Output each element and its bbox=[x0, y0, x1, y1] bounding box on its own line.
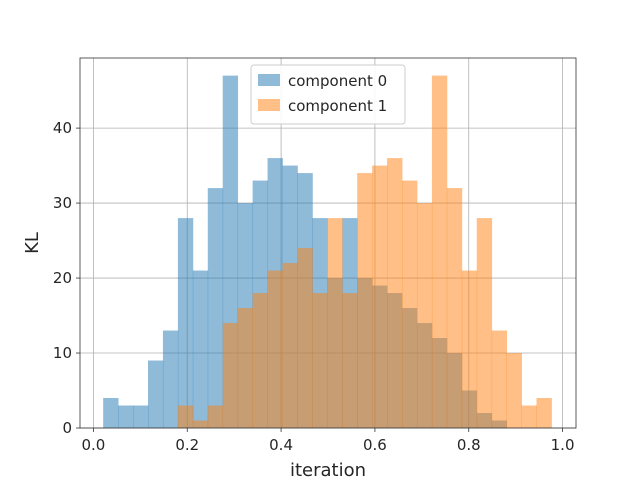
legend-box bbox=[250, 64, 406, 125]
x-tick-label: 0.2 bbox=[175, 436, 199, 454]
bar-component-1 bbox=[536, 398, 552, 428]
bar-component-0 bbox=[192, 270, 209, 428]
bar-component-1 bbox=[506, 353, 522, 428]
bar-component-1 bbox=[237, 308, 254, 428]
x-tick-label: 0.8 bbox=[457, 436, 481, 454]
histogram-bars bbox=[103, 75, 552, 428]
y-tick-label: 20 bbox=[53, 269, 72, 287]
x-axis-label: iteration bbox=[290, 460, 366, 480]
bar-component-1 bbox=[387, 158, 403, 428]
x-tick-label: 1.0 bbox=[551, 436, 575, 454]
bar-component-1 bbox=[327, 218, 343, 428]
bar-component-0 bbox=[148, 360, 164, 428]
bar-component-0 bbox=[103, 398, 119, 428]
bar-component-1 bbox=[192, 420, 209, 428]
bar-component-0 bbox=[162, 330, 179, 428]
legend-swatch bbox=[258, 74, 280, 86]
axis-ticks: 0.0 0.2 0.4 0.6 0.8 1.0 0 10 20 30 40 bbox=[53, 119, 575, 454]
axes-border bbox=[79, 57, 577, 429]
legend-swatch bbox=[258, 99, 280, 111]
y-axis-label: KL bbox=[22, 232, 43, 254]
bar-component-1 bbox=[446, 188, 463, 428]
bar-component-0 bbox=[177, 218, 194, 428]
x-tick-label: 0.6 bbox=[363, 436, 387, 454]
bar-component-1 bbox=[267, 270, 283, 428]
y-tick-label: 10 bbox=[53, 344, 72, 362]
bar-component-1 bbox=[431, 75, 448, 428]
bar-component-1 bbox=[491, 330, 508, 428]
bar-component-1 bbox=[252, 293, 268, 428]
bar-component-1 bbox=[476, 218, 493, 428]
x-tick-label: 0.0 bbox=[81, 436, 105, 454]
bar-component-1 bbox=[342, 293, 358, 428]
legend-label: component 1 bbox=[288, 97, 387, 115]
axes-frame bbox=[79, 57, 577, 429]
bar-component-1 bbox=[357, 173, 373, 428]
bar-component-1 bbox=[222, 323, 239, 428]
bar-component-1 bbox=[372, 165, 388, 428]
bar-component-1 bbox=[521, 405, 537, 428]
bar-component-0 bbox=[133, 405, 149, 428]
y-tick-label: 0 bbox=[62, 419, 72, 437]
bar-component-1 bbox=[312, 293, 328, 428]
legend-label: component 0 bbox=[288, 72, 387, 90]
x-tick-label: 0.4 bbox=[269, 436, 293, 454]
bar-component-0 bbox=[118, 405, 134, 428]
bar-component-1 bbox=[207, 405, 224, 428]
legend: component 0 component 1 bbox=[250, 64, 406, 125]
bar-component-1 bbox=[297, 248, 313, 428]
bar-component-1 bbox=[282, 263, 298, 428]
bar-component-1 bbox=[402, 180, 418, 428]
bar-component-1 bbox=[461, 270, 478, 428]
y-tick-label: 40 bbox=[53, 119, 72, 137]
bar-component-0 bbox=[207, 188, 224, 428]
bar-component-1 bbox=[177, 405, 194, 428]
y-tick-label: 30 bbox=[53, 194, 72, 212]
bar-component-1 bbox=[416, 203, 433, 428]
